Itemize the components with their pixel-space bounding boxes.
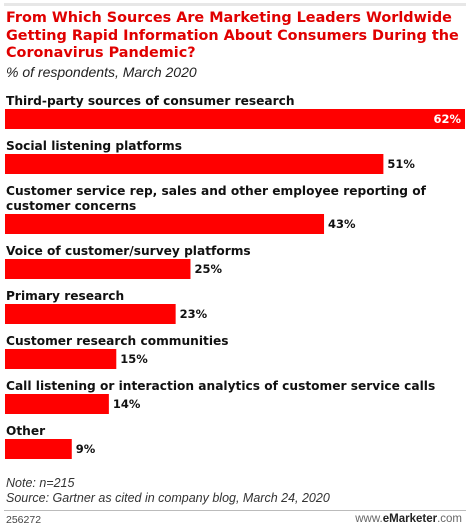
value-label: 14% xyxy=(113,397,141,411)
bar xyxy=(5,154,384,174)
value-label: 15% xyxy=(120,352,148,366)
value-label: 51% xyxy=(387,157,415,171)
bar xyxy=(5,349,117,369)
bar xyxy=(5,259,191,279)
category-label: Social listening platforms xyxy=(6,139,182,153)
top-rule xyxy=(4,3,466,6)
value-label: 23% xyxy=(180,307,208,321)
bar xyxy=(5,304,176,324)
brand-logo: www.eMarketer.com xyxy=(355,513,462,525)
category-label: customer concerns xyxy=(6,199,136,213)
category-label: Voice of customer/survey platforms xyxy=(6,244,251,258)
brand-suffix: .com xyxy=(437,513,462,525)
value-label: 62% xyxy=(433,112,461,126)
category-label: Third-party sources of consumer research xyxy=(6,94,295,108)
bar xyxy=(5,109,465,129)
bar xyxy=(5,439,72,459)
value-label: 25% xyxy=(194,262,222,276)
category-label: Customer research communities xyxy=(6,334,229,348)
chart-title: From Which Sources Are Marketing Leaders… xyxy=(6,10,459,61)
brand-prefix: www. xyxy=(355,513,383,525)
bar xyxy=(5,394,109,414)
category-label: Customer service rep, sales and other em… xyxy=(6,184,427,198)
category-label: Other xyxy=(6,424,45,438)
brand-name: eMarketer xyxy=(382,513,438,525)
chart-note: Note: n=215 xyxy=(6,476,75,490)
chart-source: Source: Gartner as cited in company blog… xyxy=(6,491,330,505)
value-label: 43% xyxy=(328,217,356,231)
bar-chart: Third-party sources of consumer research… xyxy=(5,94,465,459)
chart-id: 256272 xyxy=(6,514,42,526)
category-label: Primary research xyxy=(6,289,124,303)
value-label: 9% xyxy=(76,442,96,456)
chart-subtitle: % of respondents, March 2020 xyxy=(6,64,197,80)
category-label: Call listening or interaction analytics … xyxy=(6,379,435,393)
bar xyxy=(5,214,325,234)
bottom-rule xyxy=(4,510,466,511)
